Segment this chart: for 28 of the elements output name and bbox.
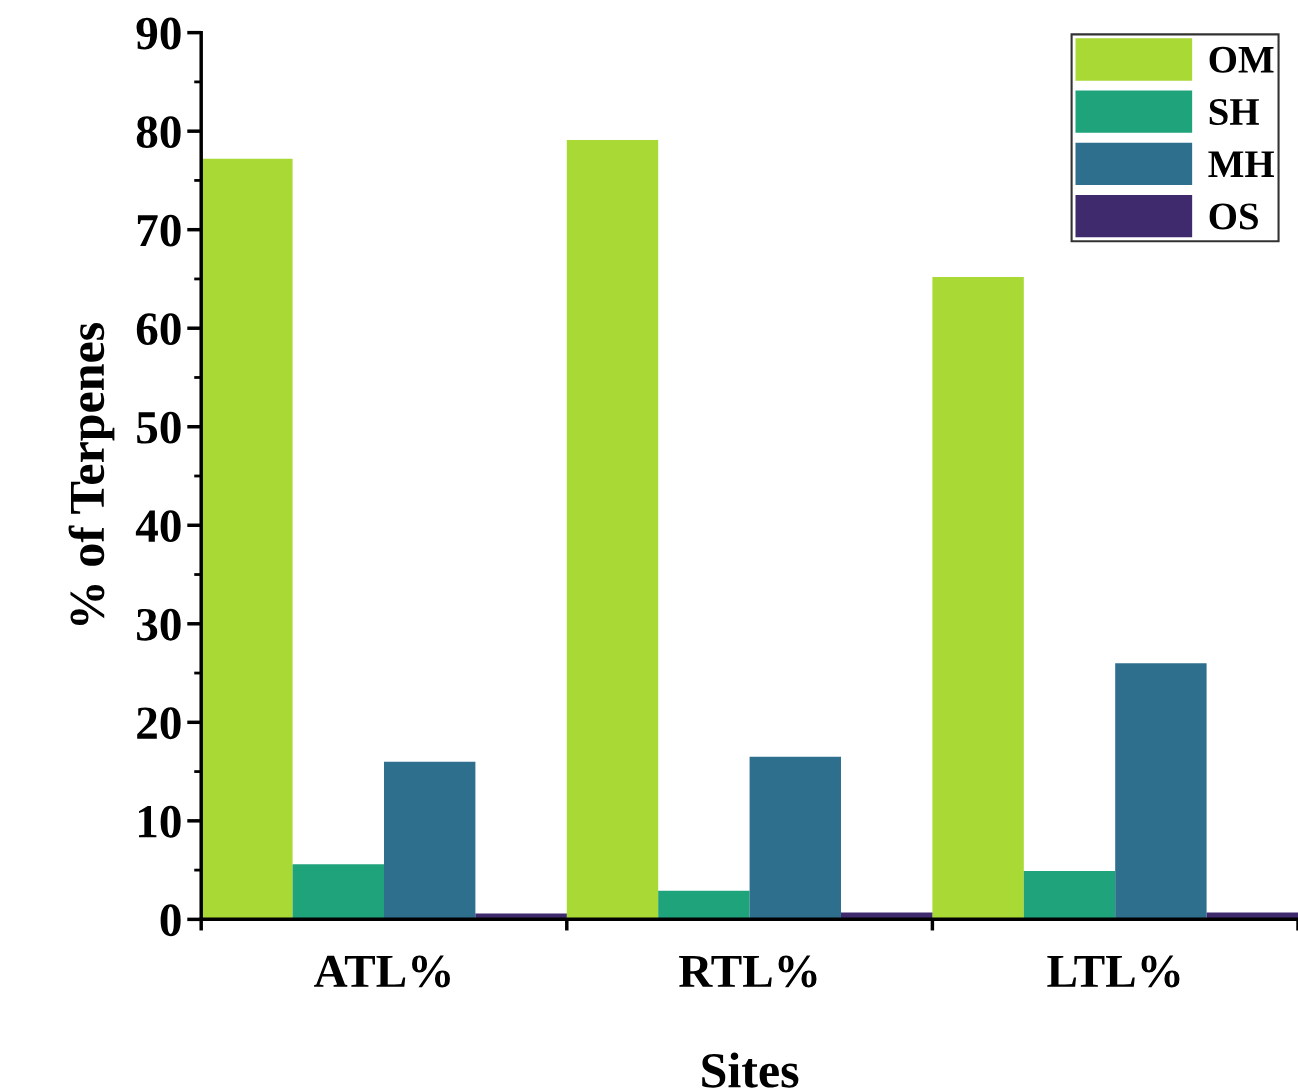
legend-label: MH	[1208, 151, 1275, 177]
bar	[383, 761, 476, 920]
legend-label: SH	[1209, 98, 1259, 126]
bar	[1115, 663, 1207, 920]
legend-label: OS	[1209, 203, 1258, 230]
y-tick-label: 90	[136, 17, 181, 50]
y-tick-label: 30	[137, 608, 181, 641]
bar	[566, 140, 659, 920]
bar	[749, 756, 841, 920]
y-tick-label: 60	[136, 313, 181, 346]
bar	[932, 276, 1024, 920]
y-tick-label: 40	[135, 510, 181, 543]
y-axis-title: % of Terpenes	[68, 323, 115, 626]
bar	[1023, 871, 1116, 920]
bar	[201, 158, 293, 920]
y-tick-label: 0	[160, 904, 181, 937]
y-tick-label: 80	[136, 116, 181, 149]
x-tick-label: ATL%	[314, 955, 450, 988]
y-tick-label: 20	[137, 707, 181, 740]
bar	[292, 864, 384, 920]
x-axis-title: Sites	[702, 1052, 799, 1088]
y-tick-label: 10	[139, 805, 181, 838]
legend-label: OM	[1209, 46, 1274, 73]
x-tick-label: RTL%	[679, 955, 817, 988]
x-tick-label: LTL%	[1047, 955, 1180, 988]
bar	[658, 890, 750, 920]
y-tick-label: 50	[137, 411, 181, 444]
y-tick-label: 70	[137, 214, 181, 247]
